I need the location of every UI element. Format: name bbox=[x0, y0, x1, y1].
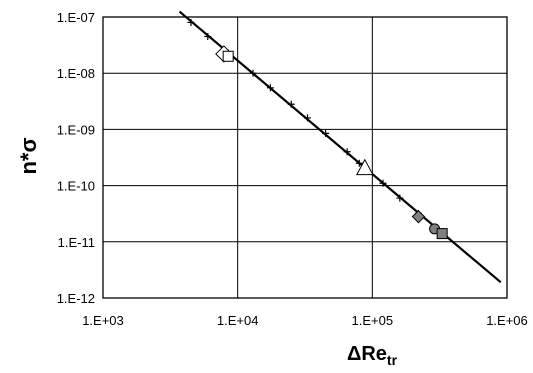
plus-marker bbox=[379, 179, 387, 187]
x-tick-label: 1.E+03 bbox=[82, 313, 124, 328]
plus-marker bbox=[266, 84, 274, 92]
x-axis-title: ΔRetr bbox=[347, 343, 398, 368]
plus-marker bbox=[343, 148, 351, 156]
x-axis-title-main: ΔRe bbox=[347, 343, 387, 365]
x-axis-title-subscript: tr bbox=[387, 352, 398, 368]
y-tick-label: 1.E-09 bbox=[57, 122, 95, 137]
filled-square-marker bbox=[436, 228, 448, 240]
x-tick-label: 1.E+06 bbox=[486, 313, 528, 328]
plot-area bbox=[102, 16, 508, 299]
open-square-marker bbox=[222, 50, 234, 62]
filled-diamond-marker bbox=[411, 209, 426, 224]
x-tick-label: 1.E+05 bbox=[352, 313, 394, 328]
plus-marker bbox=[303, 114, 311, 122]
plus-marker bbox=[204, 32, 212, 40]
y-tick-label: 1.E-12 bbox=[57, 291, 95, 306]
plus-marker bbox=[187, 18, 195, 26]
data-series bbox=[178, 10, 502, 284]
plus-marker bbox=[322, 129, 330, 137]
tick-labels: 1.E+03 1.E+04 1.E+05 1.E+06 1.E-07 1.E-08 1.E-… bbox=[57, 10, 528, 328]
plus-marker bbox=[396, 194, 404, 202]
x-tick-label: 1.E+04 bbox=[217, 313, 259, 328]
plus-marker bbox=[355, 159, 363, 167]
plus-marker bbox=[249, 69, 257, 77]
y-axis-title: n*σ bbox=[16, 137, 41, 174]
y-tick-label: 1.E-07 bbox=[57, 10, 95, 25]
y-tick-label: 1.E-10 bbox=[57, 179, 95, 194]
plus-marker bbox=[287, 100, 295, 108]
y-tick-label: 1.E-11 bbox=[58, 235, 95, 250]
open-triangle-marker bbox=[356, 158, 374, 176]
y-tick-label: 1.E-08 bbox=[57, 66, 95, 81]
gridlines bbox=[102, 16, 508, 299]
